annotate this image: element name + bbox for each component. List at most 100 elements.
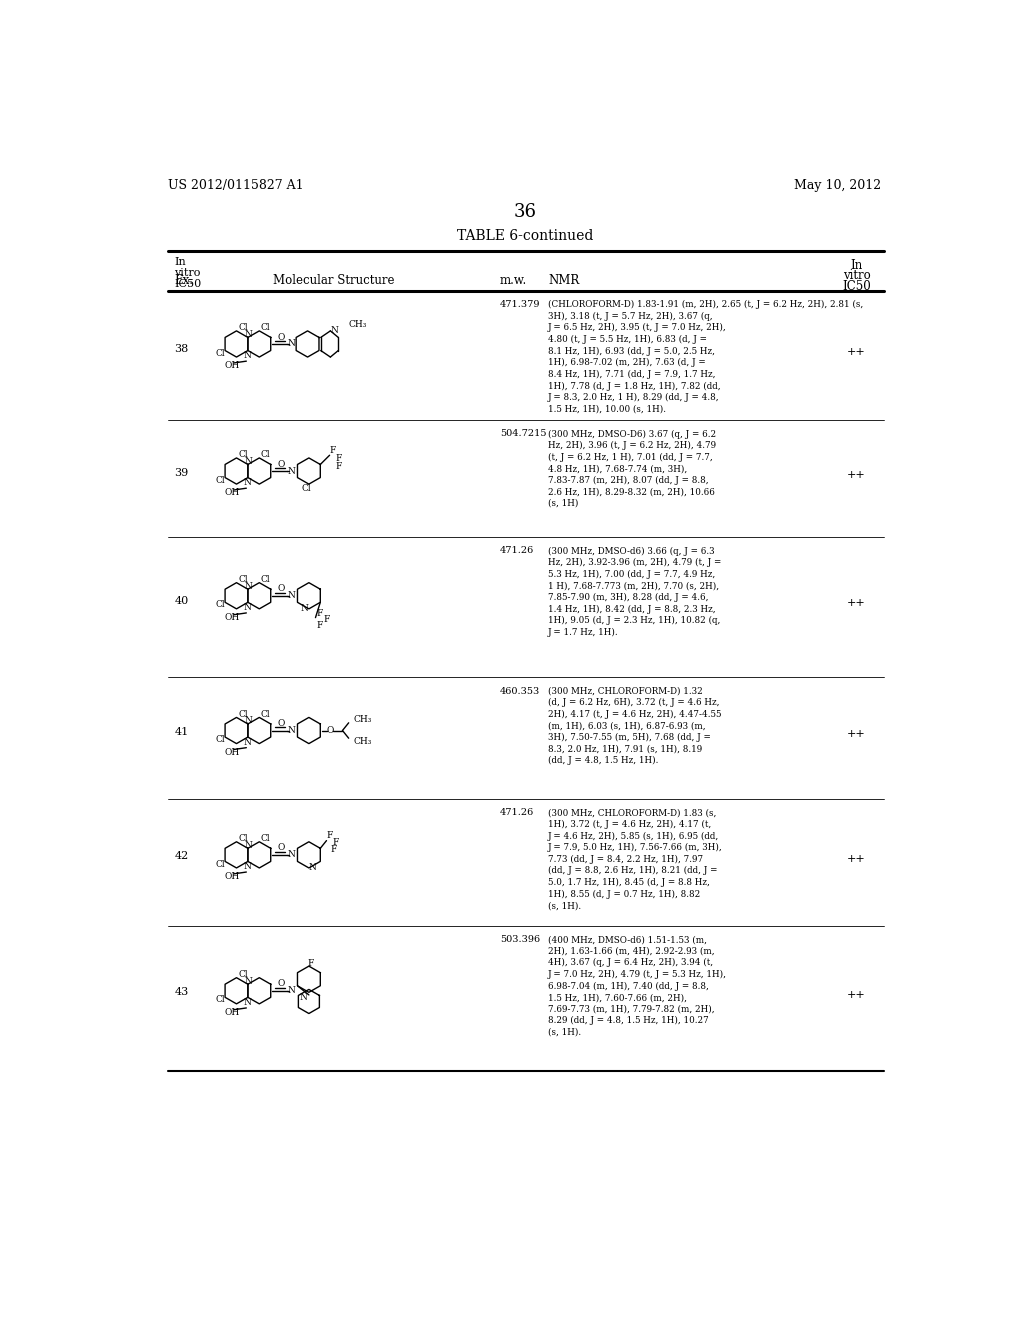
- Text: ++: ++: [847, 470, 866, 480]
- Text: N: N: [244, 478, 252, 487]
- Text: (300 MHz, DMSO-D6) 3.67 (q, J = 6.2
Hz, 2H), 3.96 (t, J = 6.2 Hz, 2H), 4.79
(t, : (300 MHz, DMSO-D6) 3.67 (q, J = 6.2 Hz, …: [548, 429, 716, 508]
- Text: US 2012/0115827 A1: US 2012/0115827 A1: [168, 180, 304, 193]
- Text: N: N: [245, 582, 253, 590]
- Text: Cl: Cl: [238, 834, 248, 843]
- Text: O: O: [327, 726, 334, 735]
- Text: N: N: [309, 863, 316, 871]
- Text: ++: ++: [847, 347, 866, 356]
- Text: (300 MHz, DMSO-d6) 3.66 (q, J = 6.3
Hz, 2H), 3.92-3.96 (m, 2H), 4.79 (t, J =
5.3: (300 MHz, DMSO-d6) 3.66 (q, J = 6.3 Hz, …: [548, 546, 722, 636]
- Text: N: N: [301, 603, 309, 612]
- Text: N: N: [244, 998, 252, 1007]
- Text: Cl: Cl: [301, 483, 311, 492]
- Text: N: N: [288, 339, 296, 348]
- Text: OH: OH: [225, 747, 241, 756]
- Text: ++: ++: [847, 990, 866, 999]
- Text: 38: 38: [174, 345, 188, 354]
- Text: N: N: [245, 457, 253, 466]
- Text: 504.7215: 504.7215: [500, 429, 547, 438]
- Text: N: N: [244, 351, 252, 360]
- Text: Cl: Cl: [238, 576, 248, 583]
- Text: O: O: [278, 459, 285, 469]
- Text: Cl: Cl: [215, 859, 224, 869]
- Text: 41: 41: [174, 727, 188, 737]
- Text: O: O: [278, 979, 285, 989]
- Text: F: F: [333, 838, 339, 846]
- Text: May 10, 2012: May 10, 2012: [795, 180, 882, 193]
- Text: Cl: Cl: [215, 475, 224, 484]
- Text: F: F: [324, 615, 330, 623]
- Text: F: F: [317, 609, 324, 618]
- Text: OH: OH: [225, 873, 241, 880]
- Text: OH: OH: [225, 612, 241, 622]
- Text: N: N: [244, 862, 252, 871]
- Text: Ex.: Ex.: [174, 275, 194, 286]
- Text: 40: 40: [174, 597, 188, 606]
- Text: vitro: vitro: [174, 268, 201, 277]
- Text: O: O: [278, 719, 285, 729]
- Text: 471.26: 471.26: [500, 808, 535, 817]
- Text: O: O: [278, 843, 285, 853]
- Text: NMR: NMR: [548, 275, 580, 286]
- Text: vitro: vitro: [843, 269, 870, 282]
- Text: 460.353: 460.353: [500, 686, 541, 696]
- Text: (400 MHz, DMSO-d6) 1.51-1.53 (m,
2H), 1.63-1.66 (m, 4H), 2.92-2.93 (m,
4H), 3.67: (400 MHz, DMSO-d6) 1.51-1.53 (m, 2H), 1.…: [548, 936, 727, 1036]
- Text: ++: ++: [847, 730, 866, 739]
- Text: F: F: [331, 845, 337, 854]
- Text: F: F: [327, 830, 333, 840]
- Text: ++: ++: [847, 854, 866, 863]
- Text: Cl: Cl: [261, 323, 270, 333]
- Text: Cl: Cl: [238, 450, 248, 459]
- Text: OH: OH: [225, 1008, 241, 1016]
- Text: Cl: Cl: [261, 710, 270, 719]
- Text: Cl: Cl: [215, 735, 224, 744]
- Text: N: N: [245, 841, 253, 850]
- Text: F: F: [307, 958, 313, 968]
- Text: N: N: [245, 977, 253, 986]
- Text: ++: ++: [847, 598, 866, 609]
- Text: N: N: [300, 993, 307, 1002]
- Text: F: F: [336, 454, 342, 463]
- Text: N: N: [288, 591, 296, 601]
- Text: CH₃: CH₃: [353, 715, 372, 725]
- Text: O: O: [278, 585, 285, 593]
- Text: 42: 42: [174, 851, 188, 862]
- Text: N: N: [244, 603, 252, 612]
- Text: CH₃: CH₃: [353, 737, 372, 746]
- Text: O: O: [278, 333, 285, 342]
- Text: IC50: IC50: [174, 279, 202, 289]
- Text: Cl: Cl: [261, 834, 270, 843]
- Text: TABLE 6-continued: TABLE 6-continued: [457, 230, 593, 243]
- Text: N: N: [245, 330, 253, 339]
- Text: F: F: [330, 446, 336, 455]
- Text: Molecular Structure: Molecular Structure: [272, 275, 394, 286]
- Text: N: N: [288, 986, 296, 995]
- Text: (300 MHz, CHLOROFORM-D) 1.83 (s,
1H), 3.72 (t, J = 4.6 Hz, 2H), 4.17 (t,
J = 4.6: (300 MHz, CHLOROFORM-D) 1.83 (s, 1H), 3.…: [548, 808, 723, 909]
- Text: N: N: [245, 717, 253, 726]
- Text: Cl: Cl: [215, 348, 224, 358]
- Text: 503.396: 503.396: [500, 936, 540, 944]
- Text: Cl: Cl: [215, 601, 224, 610]
- Text: F: F: [336, 462, 342, 470]
- Text: N: N: [288, 850, 296, 859]
- Text: N: N: [288, 726, 296, 735]
- Text: OH: OH: [225, 488, 241, 498]
- Text: Cl: Cl: [261, 576, 270, 583]
- Text: F: F: [317, 620, 324, 630]
- Text: Cl: Cl: [261, 450, 270, 459]
- Text: (300 MHz, CHLOROFORM-D) 1.32
(d, J = 6.2 Hz, 6H), 3.72 (t, J = 4.6 Hz,
2H), 4.17: (300 MHz, CHLOROFORM-D) 1.32 (d, J = 6.2…: [548, 686, 722, 766]
- Text: IC50: IC50: [842, 280, 870, 293]
- Text: m.w.: m.w.: [500, 275, 527, 286]
- Text: N: N: [244, 738, 252, 747]
- Text: 36: 36: [513, 203, 537, 220]
- Text: (CHLOROFORM-D) 1.83-1.91 (m, 2H), 2.65 (t, J = 6.2 Hz, 2H), 2.81 (s,
3H), 3.18 (: (CHLOROFORM-D) 1.83-1.91 (m, 2H), 2.65 (…: [548, 300, 863, 413]
- Text: 43: 43: [174, 987, 188, 998]
- Text: Cl: Cl: [238, 323, 248, 333]
- Text: Cl: Cl: [238, 970, 248, 979]
- Text: N: N: [331, 326, 338, 335]
- Text: 471.26: 471.26: [500, 546, 535, 556]
- Text: N: N: [288, 466, 296, 475]
- Text: CH₃: CH₃: [348, 321, 367, 330]
- Text: OH: OH: [225, 362, 241, 370]
- Text: Cl: Cl: [215, 995, 224, 1005]
- Text: 471.379: 471.379: [500, 300, 541, 309]
